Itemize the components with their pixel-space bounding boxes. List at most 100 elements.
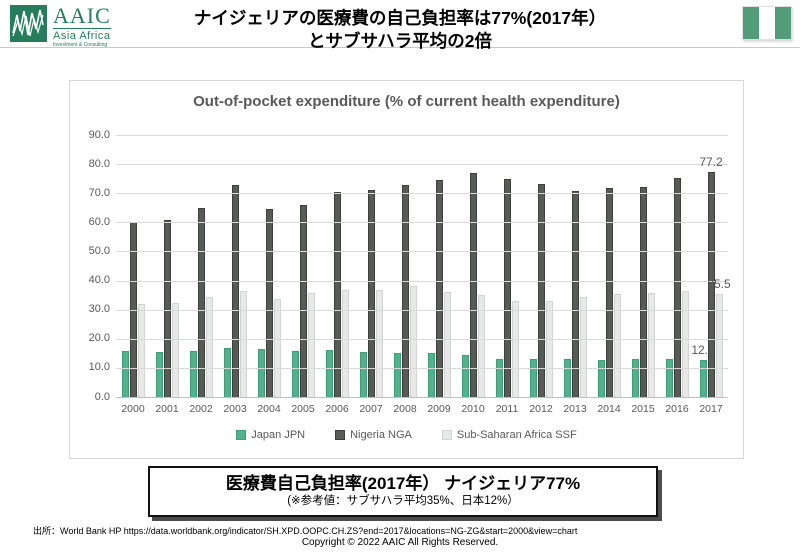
bar-group-2016: [660, 135, 694, 397]
bar-ssa-2000: [137, 303, 145, 397]
bar-ssa-2017: [715, 293, 723, 397]
bar-group-2005: [286, 135, 320, 397]
legend-item-japan: Japan JPN: [236, 429, 305, 441]
bar-japan-2006: [325, 349, 333, 397]
bar-ssa-2015: [647, 293, 655, 397]
bar-nigeria-2007: [367, 190, 375, 397]
bar-group-2002: [184, 135, 218, 397]
bar-group-2009: [422, 135, 456, 397]
bar-ssa-2007: [375, 290, 383, 397]
data-label-nigeria: 77.2: [699, 155, 723, 170]
legend-swatch-japan: [236, 430, 247, 440]
bar-japan-2013: [563, 359, 571, 397]
x-tick-label: 2017: [699, 403, 723, 415]
bar-nigeria-2011: [503, 179, 511, 397]
bar-group-2011: [490, 135, 524, 397]
bar-ssa-2005: [307, 292, 315, 397]
y-tick-label: 40.0: [88, 274, 110, 287]
bar-nigeria-2005: [299, 204, 307, 397]
flag-white-middle: [759, 7, 775, 39]
bar-ssa-2011: [511, 300, 519, 397]
y-tick-label: 30.0: [88, 303, 110, 316]
bar-japan-2012: [529, 358, 537, 397]
data-label-ssa: 35.5: [707, 276, 731, 291]
bar-ssa-2014: [613, 293, 621, 397]
y-tick-label: 60.0: [88, 215, 110, 228]
bar-ssa-2003: [239, 291, 247, 397]
bar-group-2001: [150, 135, 184, 397]
aaic-logo-icon: [10, 5, 47, 42]
nigeria-flag: [742, 6, 792, 40]
x-tick-label: 2007: [359, 403, 383, 415]
bar-japan-2017: [699, 359, 707, 397]
x-tick-label: 2004: [257, 403, 281, 415]
flag-green-left: [743, 7, 759, 39]
legend-swatch-ssa: [441, 430, 452, 440]
bar-japan-2008: [393, 352, 401, 397]
bar-japan-2007: [359, 352, 367, 397]
bar-japan-2010: [461, 354, 469, 397]
bar-japan-2003: [223, 348, 231, 397]
x-tick-label: 2009: [427, 403, 451, 415]
logo-tagline: Investment & Consulting: [53, 42, 108, 48]
bar-japan-2000: [121, 350, 129, 397]
header-divider: [0, 47, 800, 48]
gridline-0.0: [116, 397, 728, 398]
x-tick-label: 2016: [665, 403, 689, 415]
page-title-line1: ナイジェリアの医療費の自己負担率は77%(2017年）: [193, 8, 607, 28]
x-tick-label: 2010: [461, 403, 485, 415]
callout-headline: 医療費自己負担率(2017年） ナイジェリア77%: [225, 474, 581, 493]
x-tick-label: 2005: [291, 403, 315, 415]
bar-nigeria-2001: [163, 220, 171, 397]
bar-ssa-2001: [171, 302, 179, 397]
bar-nigeria-2003: [231, 184, 239, 397]
bar-nigeria-2016: [673, 177, 681, 397]
bar-ssa-2012: [545, 300, 553, 397]
y-tick-label: 10.0: [88, 361, 110, 374]
x-tick-label: 2011: [495, 403, 519, 415]
bar-group-2006: [320, 135, 354, 397]
bar-nigeria-2017: [707, 172, 715, 397]
bar-nigeria-2009: [435, 180, 443, 397]
data-label-japan: 12.8: [691, 342, 715, 357]
legend-item-nigeria: Nigeria NGA: [335, 429, 412, 441]
bar-ssa-2016: [681, 290, 689, 397]
page-title: ナイジェリアの医療費の自己負担率は77%(2017年） とサブサハラ平均の2倍: [0, 7, 800, 53]
source-note: 出所：World Bank HP https://data.worldbank.…: [33, 526, 578, 536]
legend-label-ssa: Sub-Saharan Africa SSF: [456, 429, 577, 441]
gridline-40.0: [116, 280, 728, 282]
bar-ssa-2004: [273, 299, 281, 397]
bar-nigeria-2010: [469, 173, 477, 397]
bar-group-2013: [558, 135, 592, 397]
bar-group-2003: [218, 135, 252, 397]
bar-japan-2016: [665, 359, 673, 397]
bar-ssa-2010: [477, 295, 485, 397]
bar-group-2000: [116, 135, 150, 397]
legend-label-nigeria: Nigeria NGA: [350, 429, 412, 441]
aaic-logo: AAIC Asia Africa Investment & Consulting: [10, 5, 111, 48]
gridline-30.0: [116, 309, 728, 311]
bar-nigeria-2004: [265, 208, 273, 397]
bar-group-2014: [592, 135, 626, 397]
bar-group-2008: [388, 135, 422, 397]
bar-japan-2005: [291, 350, 299, 397]
bar-nigeria-2012: [537, 184, 545, 397]
x-tick-label: 2008: [393, 403, 417, 415]
x-tick-label: 2001: [155, 403, 179, 415]
y-tick-label: 50.0: [88, 244, 110, 257]
chart-title: Out-of-pocket expenditure (% of current …: [193, 93, 620, 110]
bar-group-2015: [626, 135, 660, 397]
bar-nigeria-2015: [639, 187, 647, 397]
bar-japan-2002: [189, 351, 197, 397]
callout-note: (※参考値：サブサハラ平均35%、日本12%）: [287, 495, 519, 507]
aaic-logo-text: AAIC Asia Africa Investment & Consulting: [53, 5, 111, 48]
bar-nigeria-2006: [333, 192, 341, 397]
gridline-90.0: [116, 135, 728, 136]
bar-japan-2001: [155, 351, 163, 397]
bar-japan-2015: [631, 358, 639, 397]
callout-box: 医療費自己負担率(2017年） ナイジェリア77% (※参考値：サブサハラ平均3…: [148, 466, 658, 517]
y-tick-label: 70.0: [88, 186, 110, 199]
bar-japan-2014: [597, 359, 605, 397]
x-tick-label: 2015: [631, 403, 655, 415]
plot-area: 0.0 10.0 20.0 30.0 40.0 50.0 60.0 70.0 80.0 90.0 7…: [89, 129, 731, 403]
